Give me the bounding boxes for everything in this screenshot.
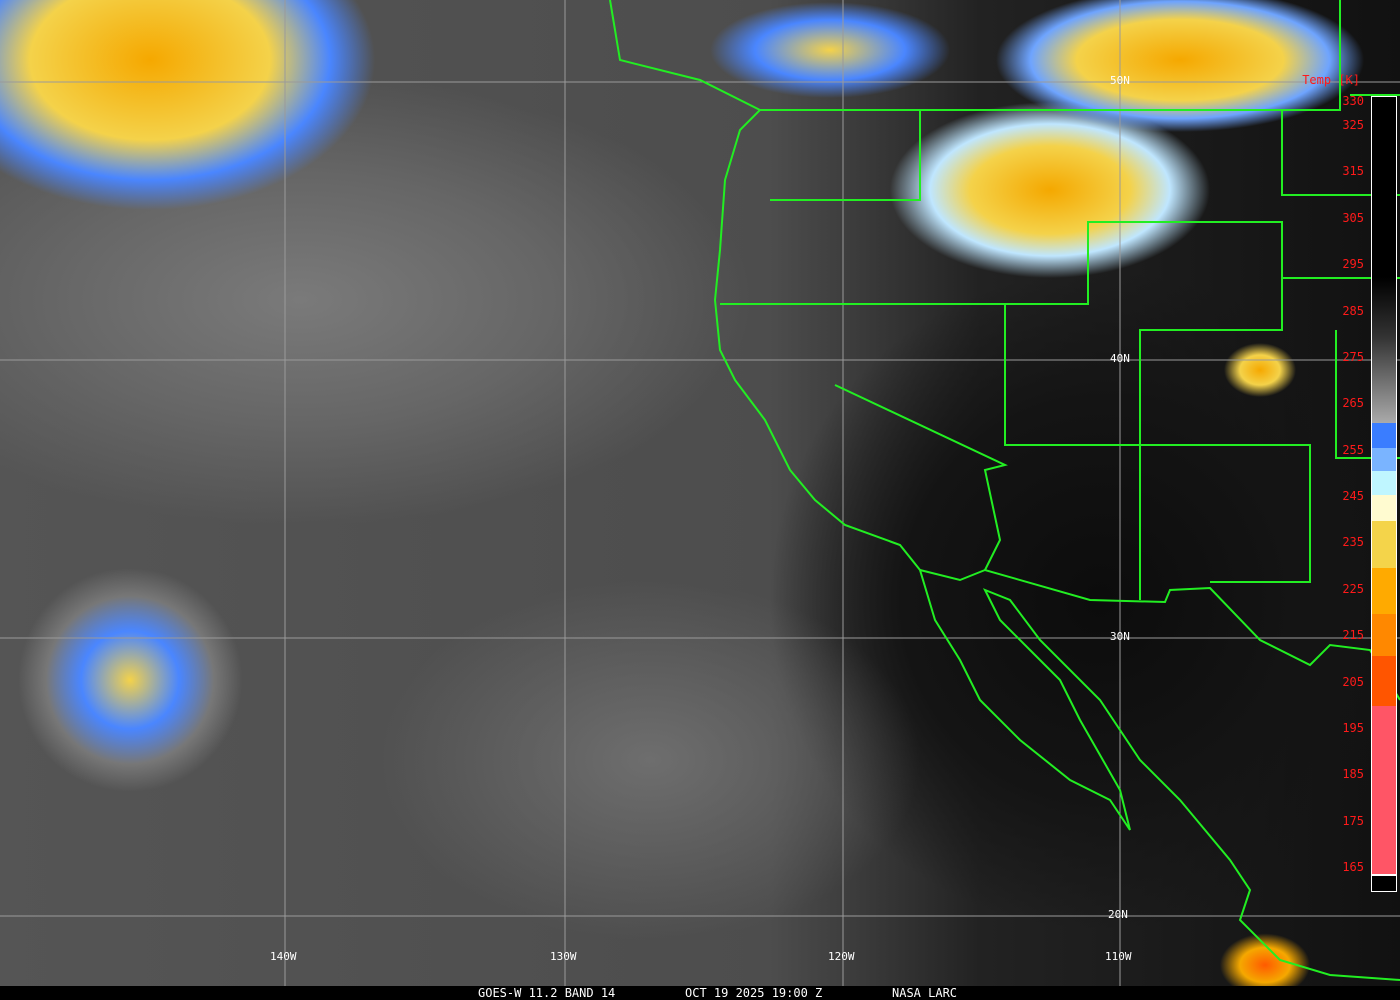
- caption-datetime: OCT 19 2025 19:00 Z: [685, 986, 823, 1000]
- legend-tick-label: 255: [1342, 443, 1364, 457]
- legend-tick-label: 205: [1342, 675, 1364, 689]
- coastlines-and-borders: [609, 0, 1400, 981]
- lat-label-20n: 20N: [1108, 908, 1128, 921]
- lon-label-110w: 110W: [1105, 950, 1132, 963]
- legend-tick-label: 295: [1342, 257, 1364, 271]
- lat-label-50n: 50N: [1110, 74, 1130, 87]
- legend-tick-label: 325: [1342, 118, 1364, 132]
- colorbar: [1371, 96, 1397, 892]
- legend-tick-label: 225: [1342, 582, 1364, 596]
- legend-tick-label: 185: [1342, 767, 1364, 781]
- legend-tick-label: 315: [1342, 164, 1364, 178]
- lon-label-130w: 130W: [550, 950, 577, 963]
- caption-satellite: GOES-W 11.2 BAND 14: [478, 986, 616, 1000]
- lat-label-30n: 30N: [1110, 630, 1130, 643]
- legend-tick-label: 330: [1342, 94, 1364, 108]
- legend-tick-label: 245: [1342, 489, 1364, 503]
- lon-label-140w: 140W: [270, 950, 297, 963]
- legend-tick-label: 215: [1342, 628, 1364, 642]
- legend-title: Temp [K]: [1302, 73, 1360, 87]
- legend-tick-label: 265: [1342, 396, 1364, 410]
- legend-tick-label: 195: [1342, 721, 1364, 735]
- caption-source: NASA LARC: [892, 986, 958, 1000]
- legend-tick-label: 235: [1342, 535, 1364, 549]
- legend-tick-label: 275: [1342, 350, 1364, 364]
- legend-tick-label: 285: [1342, 304, 1364, 318]
- lat-label-40n: 40N: [1110, 352, 1130, 365]
- legend-tick-label: 175: [1342, 814, 1364, 828]
- image-caption: GOES-W 11.2 BAND 14 OCT 19 2025 19:00 Z NA…: [0, 986, 1400, 1000]
- legend-tick-label: 305: [1342, 211, 1364, 225]
- legend-tick-label: 165: [1342, 860, 1364, 874]
- lon-label-120w: 120W: [828, 950, 855, 963]
